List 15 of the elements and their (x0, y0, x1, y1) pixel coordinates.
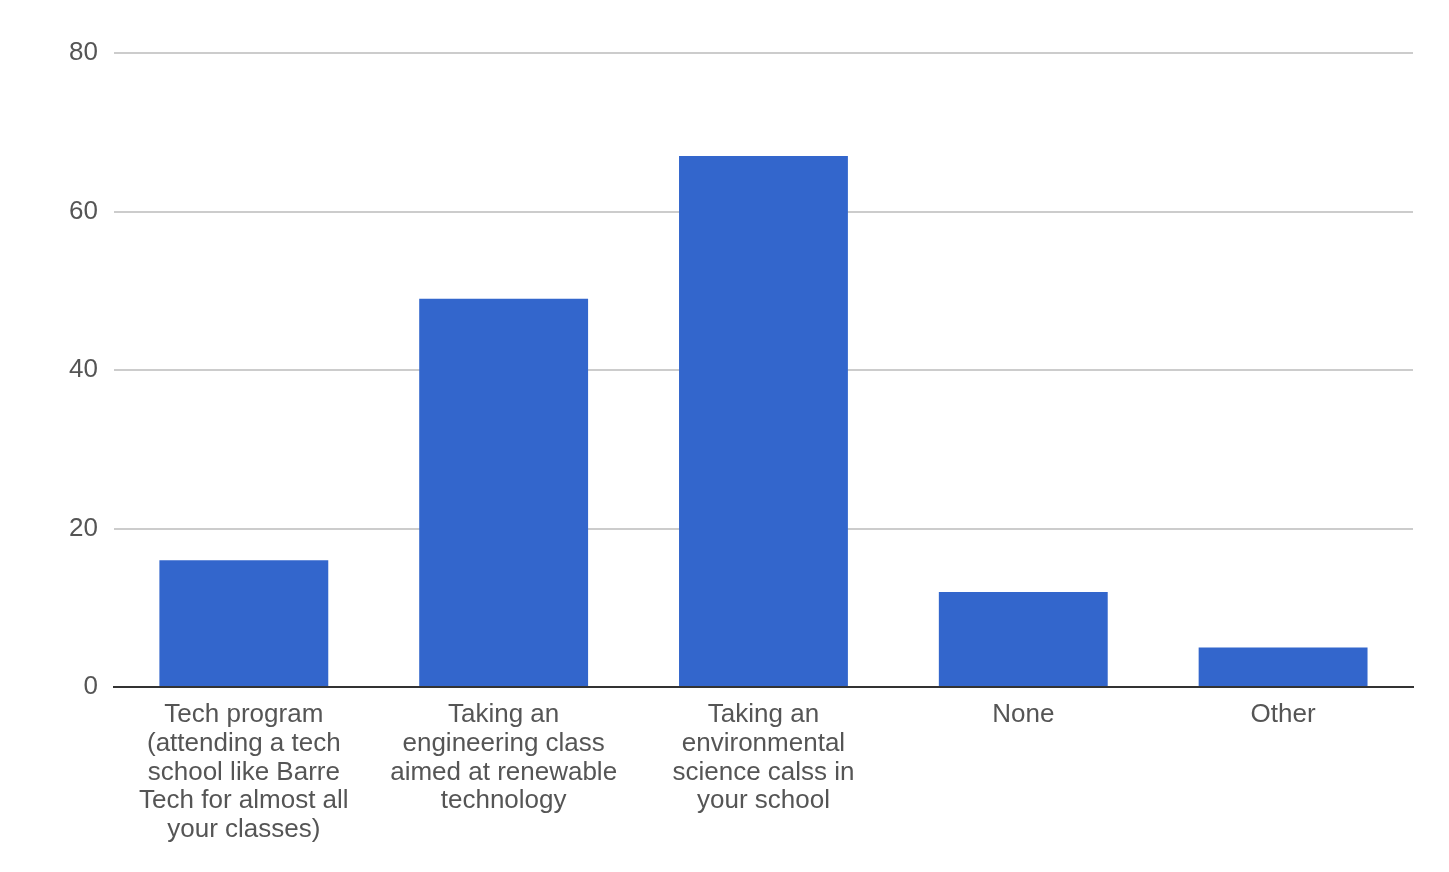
y-tick-label: 60 (69, 194, 98, 225)
x-tick-label: Taking an engineering class aimed at renewable technology (390, 698, 618, 815)
x-tick-label: Tech program (attending a tech school like Barre Tech for almost all your classes) (139, 698, 349, 843)
x-tick-label: Taking an environmental science calss in your school (672, 698, 855, 815)
y-tick-label: 0 (83, 670, 98, 701)
bar (1198, 647, 1368, 686)
x-tick-label: None (992, 698, 1055, 729)
y-tick-label: 20 (69, 511, 98, 542)
bar (679, 156, 848, 686)
bar (159, 560, 329, 686)
bar (938, 591, 1108, 686)
bar (419, 298, 589, 686)
y-tick-label: 40 (69, 353, 98, 384)
y-tick-label: 80 (69, 36, 98, 67)
x-tick-label: Other (1250, 698, 1316, 729)
